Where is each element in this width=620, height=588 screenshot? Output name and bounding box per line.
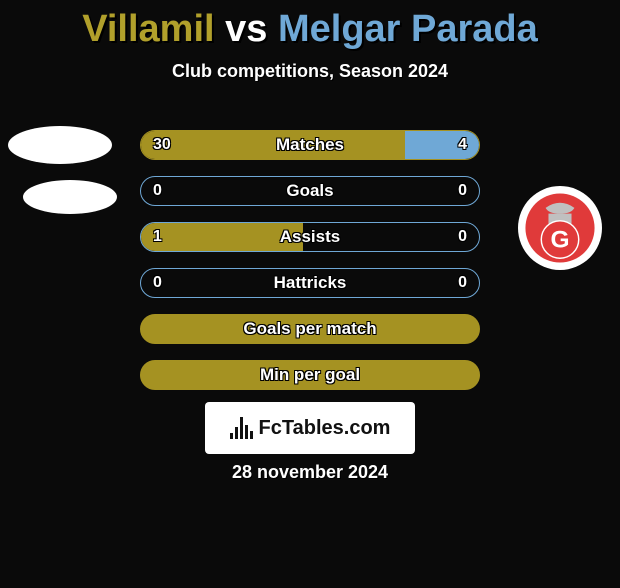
subtitle: Club competitions, Season 2024	[0, 61, 620, 82]
club-badge-a-1	[8, 126, 112, 164]
stat-value-b: 4	[458, 136, 467, 154]
stats-bars: 30 4 Matches 0 0 Goals 1 0 Assists 0 0 Hattricks Goa…	[140, 130, 480, 406]
stat-value-a: 1	[153, 228, 162, 246]
logo-bar-icon	[235, 427, 238, 439]
stat-label: Goals per match	[243, 319, 376, 339]
stat-label: Min per goal	[260, 365, 360, 385]
stat-row-min-per-goal: Min per goal	[140, 360, 480, 390]
stat-value-b: 0	[458, 274, 467, 292]
bar-fill-a	[141, 131, 405, 159]
logo-bars-icon	[230, 417, 253, 439]
stat-label: Hattricks	[274, 273, 347, 293]
date-line: 28 november 2024	[0, 462, 620, 483]
fctables-logo: FcTables.com	[205, 402, 415, 454]
stat-value-a: 0	[153, 182, 162, 200]
stat-row-assists: 1 0 Assists	[140, 222, 480, 252]
bar-fill-b	[405, 131, 479, 159]
logo-text: FcTables.com	[259, 417, 391, 440]
vs-word: vs	[225, 8, 267, 50]
stat-label: Matches	[276, 135, 344, 155]
stat-label: Goals	[286, 181, 333, 201]
logo-bar-icon	[250, 431, 253, 439]
stat-value-a: 0	[153, 274, 162, 292]
stat-value-a: 30	[153, 136, 171, 154]
stat-value-b: 0	[458, 228, 467, 246]
stat-row-hattricks: 0 0 Hattricks	[140, 268, 480, 298]
svg-text:G: G	[550, 226, 569, 253]
logo-bar-icon	[230, 433, 233, 439]
stat-label: Assists	[280, 227, 340, 247]
club-badge-a-2	[23, 180, 117, 214]
stat-row-matches: 30 4 Matches	[140, 130, 480, 160]
stat-row-goals: 0 0 Goals	[140, 176, 480, 206]
logo-bar-icon	[240, 417, 243, 439]
player-a-name: Villamil	[82, 8, 214, 50]
comparison-title: Villamil vs Melgar Parada	[0, 8, 620, 51]
club-badge-b: G	[518, 186, 602, 270]
crest-icon: G	[524, 192, 596, 264]
logo-bar-icon	[245, 425, 248, 439]
stat-row-goals-per-match: Goals per match	[140, 314, 480, 344]
player-b-name: Melgar Parada	[278, 8, 538, 50]
stat-value-b: 0	[458, 182, 467, 200]
